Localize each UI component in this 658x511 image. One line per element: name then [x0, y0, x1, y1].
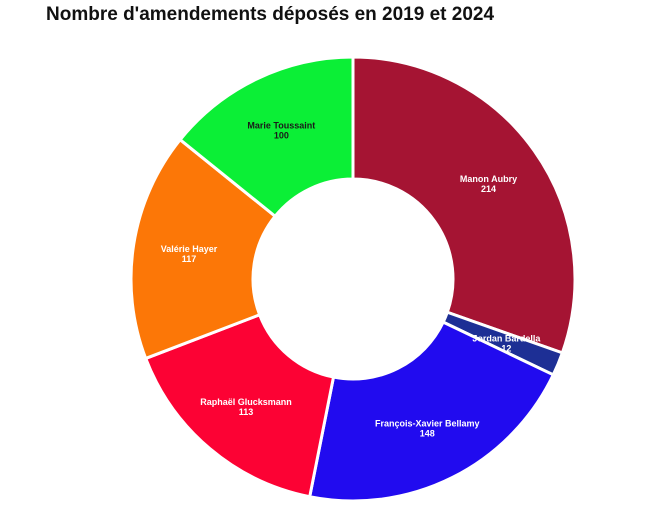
slices-group: [129, 55, 577, 503]
slice-label-valerie-hayer: Valérie Hayer 117: [161, 244, 218, 264]
slice-name-francois-xavier-bellamy: François-Xavier Bellamy: [375, 418, 480, 428]
labels-group: Manon Aubry 214 Jordan Bardella 12 François-…: [161, 120, 542, 438]
slice-label-jordan-bardella: Jordan Bardella 12: [472, 334, 541, 354]
slice-value-jordan-bardella: 12: [501, 344, 511, 354]
slice-value-manon-aubry: 214: [481, 184, 496, 194]
slice-name-marie-toussaint: Marie Toussaint: [247, 120, 315, 130]
slice-valerie-hayer[interactable]: [129, 138, 277, 360]
slice-label-francois-xavier-bellamy: François-Xavier Bellamy 148: [375, 418, 480, 438]
slice-name-raphael-glucksmann: Raphaël Glucksmann: [200, 397, 292, 407]
slice-name-manon-aubry: Manon Aubry: [460, 174, 517, 184]
slice-raphael-glucksmann[interactable]: [144, 313, 335, 499]
slice-marie-toussaint[interactable]: [178, 55, 355, 218]
slice-label-marie-toussaint: Marie Toussaint 100: [247, 120, 315, 140]
chart-title: Nombre d'amendements déposés en 2019 et …: [46, 4, 495, 25]
slice-label-raphael-glucksmann: Raphaël Glucksmann 113: [200, 397, 292, 417]
slice-value-valerie-hayer: 117: [182, 254, 197, 264]
slice-francois-xavier-bellamy[interactable]: [308, 320, 555, 503]
slice-value-marie-toussaint: 100: [274, 130, 289, 140]
slice-label-manon-aubry: Manon Aubry 214: [460, 174, 517, 194]
slice-value-francois-xavier-bellamy: 148: [420, 428, 435, 438]
slice-name-jordan-bardella: Jordan Bardella: [472, 334, 541, 344]
slice-value-raphael-glucksmann: 113: [239, 407, 254, 417]
slice-manon-aubry[interactable]: [351, 55, 577, 355]
slice-name-valerie-hayer: Valérie Hayer: [161, 244, 218, 254]
